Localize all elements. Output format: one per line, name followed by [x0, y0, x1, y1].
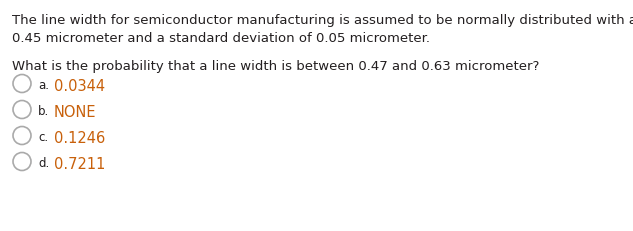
Text: 0.7211: 0.7211: [54, 156, 105, 171]
Text: The line width for semiconductor manufacturing is assumed to be normally distrib: The line width for semiconductor manufac…: [12, 14, 633, 27]
Text: 0.1246: 0.1246: [54, 131, 105, 145]
Text: NONE: NONE: [54, 105, 96, 119]
Text: b.: b.: [38, 105, 49, 118]
Text: a.: a.: [38, 79, 49, 92]
Text: d.: d.: [38, 156, 49, 169]
Text: c.: c.: [38, 131, 48, 143]
Text: 0.0344: 0.0344: [54, 79, 105, 94]
Text: What is the probability that a line width is between 0.47 and 0.63 micrometer?: What is the probability that a line widt…: [12, 60, 539, 73]
Text: 0.45 micrometer and a standard deviation of 0.05 micrometer.: 0.45 micrometer and a standard deviation…: [12, 32, 430, 45]
